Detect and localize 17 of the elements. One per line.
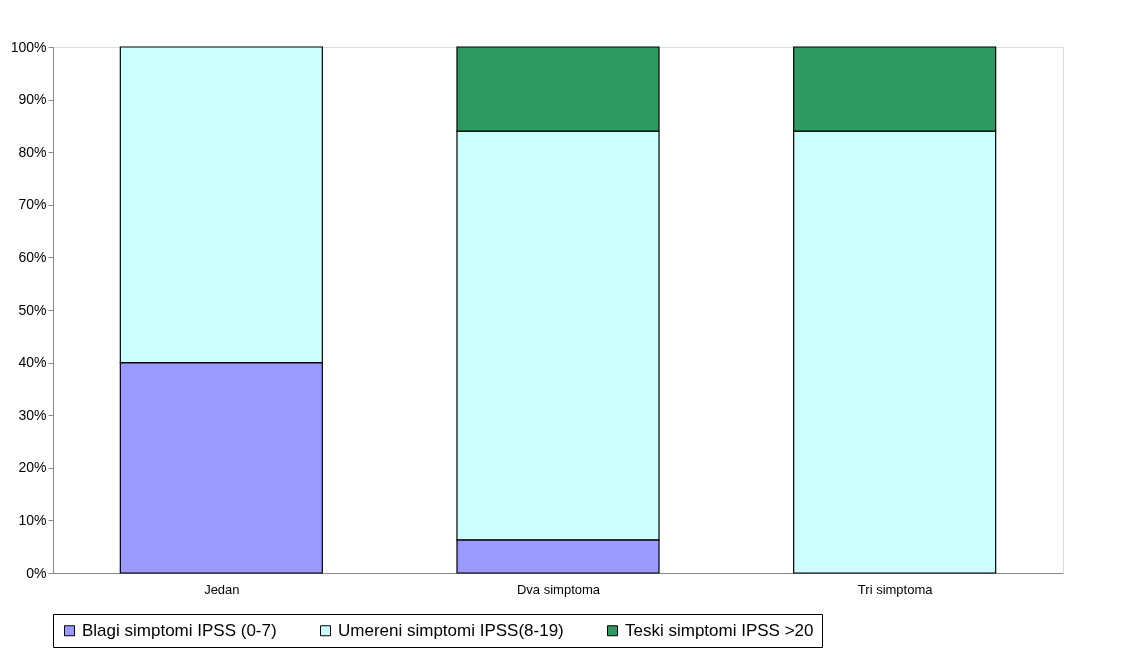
y-tick-label: 0% (26, 564, 47, 581)
y-tick-label: 50% (18, 301, 47, 318)
y-tick-label: 40% (18, 354, 47, 371)
x-tick-label: Tri simptoma (857, 581, 934, 597)
x-tick-label: Jedan (204, 581, 240, 597)
y-tick-label: 30% (18, 406, 47, 423)
y-tick-label: 90% (18, 91, 47, 108)
legend-label: Umereni simptomi IPSS(8-19) (338, 620, 564, 640)
x-tick-label: Dva simptoma (516, 581, 601, 597)
y-tick-label: 100% (10, 38, 47, 55)
legend-label: Teski simptomi IPSS >20 (625, 620, 814, 640)
y-tick-label: 70% (18, 196, 47, 213)
y-tick-label: 20% (18, 459, 47, 476)
y-tick-label: 10% (18, 511, 47, 528)
legend-label: Blagi simptomi IPSS (0-7) (82, 620, 277, 640)
y-tick-label: 80% (18, 143, 47, 160)
y-tick-label: 60% (18, 248, 47, 265)
